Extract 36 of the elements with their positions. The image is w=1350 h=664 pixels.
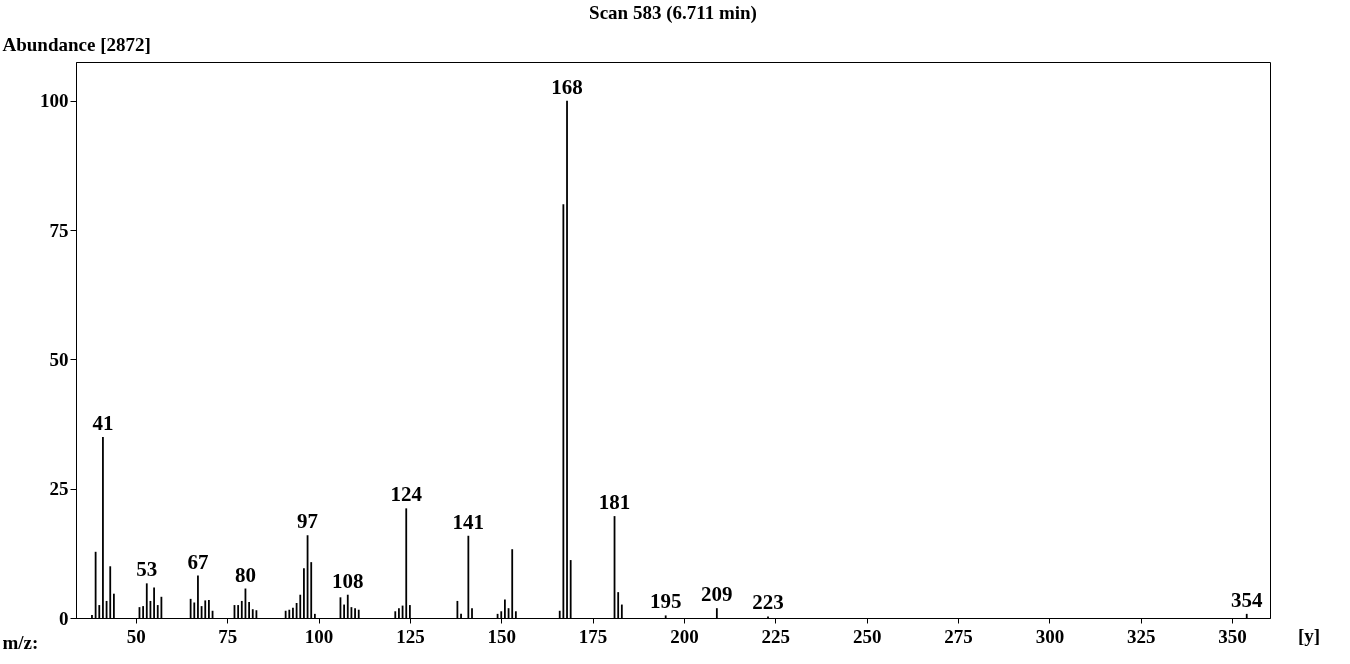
annotation: 141	[452, 509, 485, 534]
x-tick-label: 350	[1218, 625, 1247, 647]
annotation: 80	[234, 562, 256, 587]
chart-title: Scan 583 (6.711 min)	[589, 2, 757, 24]
annotation: 223	[752, 590, 784, 615]
annotation: 97	[297, 509, 319, 534]
x-tick-label: 300	[1035, 625, 1065, 647]
x-tick-label: 325	[1127, 625, 1156, 647]
x-tick-label: 50	[126, 625, 146, 647]
x-tick-label: 200	[670, 625, 699, 647]
annotation: 354	[1230, 587, 1263, 612]
x-tick-label: 75	[218, 625, 238, 647]
x-tick-label: 225	[761, 625, 791, 647]
annotation: 181	[598, 490, 631, 515]
y-tick-label: 50	[49, 348, 69, 370]
annotation: 53	[136, 557, 158, 582]
annotation: 41	[92, 410, 114, 435]
annotation: 108	[332, 568, 364, 593]
x-tick-label: 275	[944, 625, 973, 647]
annotation: 168	[551, 74, 583, 99]
x-axis-title: m/z:	[2, 631, 39, 653]
x-tick-label: 150	[487, 625, 516, 647]
x-tick-label: 175	[578, 625, 608, 647]
x-tick-label: 100	[304, 625, 334, 647]
annotation: 195	[649, 589, 682, 614]
y-tick-label: 0	[59, 607, 69, 629]
annotation: 67	[187, 549, 209, 574]
y-tick-label: 25	[49, 478, 69, 500]
y-tick-label: 75	[49, 219, 69, 241]
x-tick-label: 125	[396, 625, 425, 647]
x-tick-label: 250	[852, 625, 882, 647]
y-tick-label: 100	[40, 90, 69, 112]
annotation: 124	[390, 482, 423, 507]
y-axis-title: Abundance [2872]	[2, 33, 151, 55]
annotation: 209	[701, 582, 733, 607]
text: [y]	[1298, 625, 1321, 646]
